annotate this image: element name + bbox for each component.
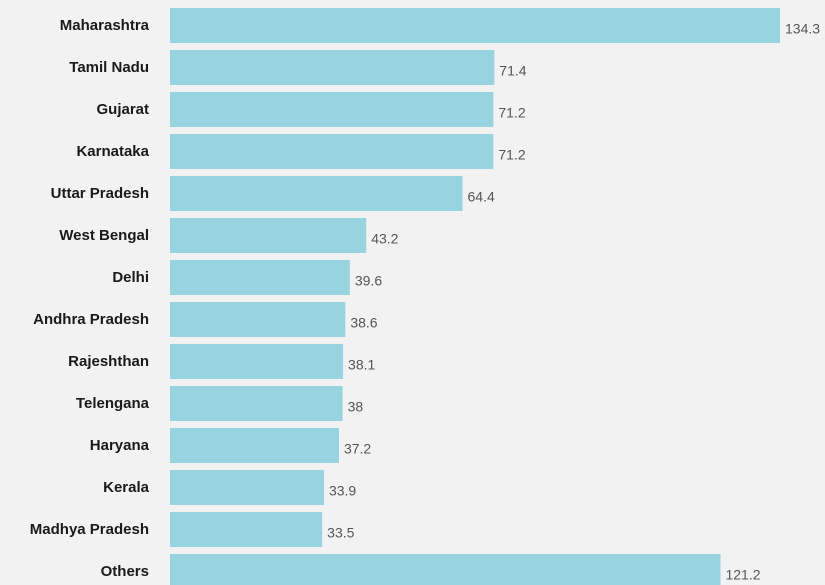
bar	[170, 344, 344, 379]
value-label: 39.6	[355, 273, 382, 289]
category-label: Maharashtra	[60, 17, 150, 34]
bar	[170, 512, 323, 547]
category-labels: Maharashtra Tamil Nadu Gujarat Karnataka Utt…	[30, 17, 150, 580]
bars	[170, 8, 780, 585]
bar	[170, 386, 343, 421]
bar	[170, 302, 346, 337]
bar	[170, 134, 494, 169]
category-label: Madhya Pradesh	[30, 521, 149, 538]
category-label: West Bengal	[59, 227, 149, 244]
value-label: 121.2	[725, 567, 760, 583]
category-label: Gujarat	[96, 101, 149, 118]
value-label: 38.1	[348, 357, 375, 373]
bar	[170, 8, 780, 43]
value-label: 71.2	[498, 147, 525, 163]
category-label: Uttar Pradesh	[51, 185, 149, 202]
category-label: Telengana	[76, 395, 150, 412]
category-label: Haryana	[90, 437, 150, 454]
category-label: Rajeshthan	[68, 353, 149, 370]
category-label: Kerala	[103, 479, 150, 496]
bar	[170, 260, 350, 295]
value-label: 134.3	[785, 21, 820, 37]
value-labels: 134.3 71.4 71.2 71.2 64.4 43.2 39.6 38.6 38.1 38 3…	[327, 21, 820, 583]
category-label: Others	[101, 563, 149, 580]
value-label: 33.9	[329, 483, 356, 499]
value-label: 71.2	[498, 105, 525, 121]
value-label: 38.6	[350, 315, 377, 331]
bar	[170, 428, 339, 463]
value-label: 33.5	[327, 525, 354, 541]
bar	[170, 176, 463, 211]
category-label: Delhi	[112, 269, 149, 286]
bar	[170, 50, 495, 85]
bar	[170, 218, 367, 253]
value-label: 64.4	[468, 189, 495, 205]
value-label: 38	[348, 399, 364, 415]
category-label: Karnataka	[76, 143, 149, 160]
bar	[170, 470, 324, 505]
bar	[170, 554, 721, 585]
value-label: 71.4	[499, 63, 526, 79]
value-label: 43.2	[371, 231, 398, 247]
value-label: 37.2	[344, 441, 371, 457]
category-label: Andhra Pradesh	[33, 311, 149, 328]
bar	[170, 92, 494, 127]
category-label: Tamil Nadu	[69, 59, 149, 76]
